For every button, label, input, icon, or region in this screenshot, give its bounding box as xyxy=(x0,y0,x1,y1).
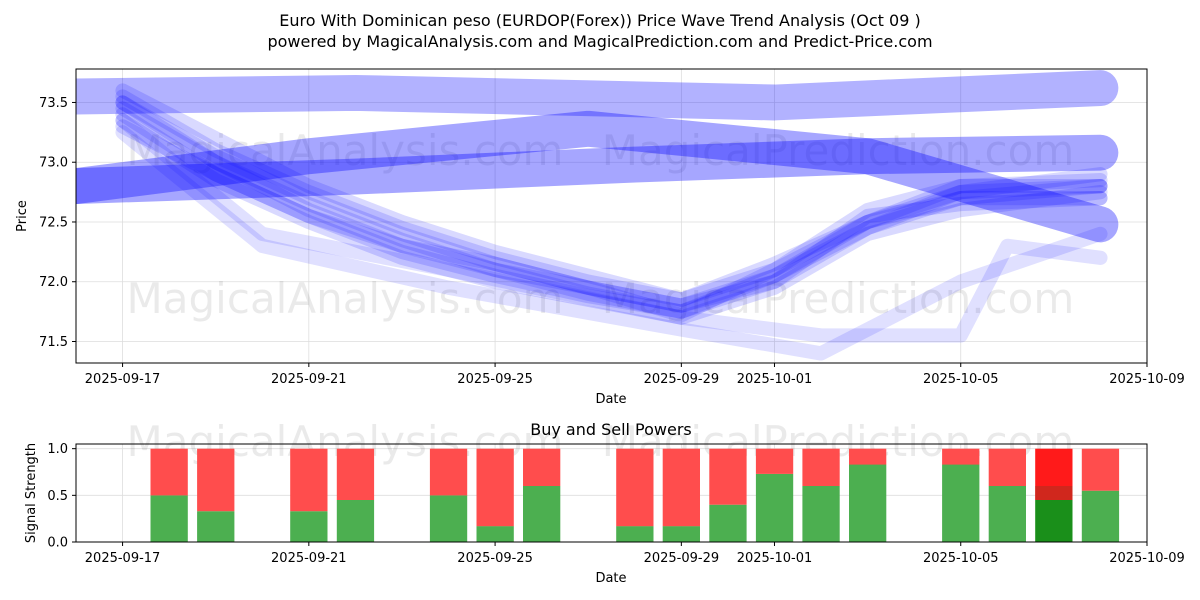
buy-sell-x-ticks: 2025-09-17 2025-09-21 2025-09-25 2025-09-29… xyxy=(85,542,1185,566)
buy-sell-plot-frame xyxy=(75,443,1148,543)
buy-bar xyxy=(709,504,747,542)
price-y-ticks: 71.5 72.0 72.5 73.0 73.5 xyxy=(39,96,76,350)
buy-bar xyxy=(1035,500,1073,542)
buy-sell-x-tick-label: 2025-10-01 xyxy=(737,551,813,566)
buy-bar xyxy=(616,526,654,542)
buy-bar xyxy=(662,526,700,542)
sell-bar xyxy=(662,448,700,527)
price-x-tick-label: 2025-09-17 xyxy=(85,372,161,387)
price-y-tick-label: 73.5 xyxy=(39,96,68,111)
buy-bar xyxy=(290,511,328,542)
buy-bar xyxy=(849,464,887,542)
price-y-tick-label: 72.5 xyxy=(39,215,68,230)
buy-sell-bars xyxy=(150,448,1120,542)
buy-sell-y-tick-label: 0.5 xyxy=(47,489,68,504)
price-wave-plot: MagicalAnalysis.com MagicalPrediction.co… xyxy=(15,68,1185,407)
price-x-tick-label: 2025-10-01 xyxy=(737,372,813,387)
sell-bar xyxy=(476,448,514,527)
price-plot-background xyxy=(76,69,1147,363)
price-x-tick-label: 2025-10-05 xyxy=(923,372,999,387)
price-wave-3 xyxy=(76,134,1119,205)
buy-sell-y-axis-label: Signal Strength xyxy=(24,443,39,543)
buy-sell-plot: Buy and Sell Powers MagicalAnalysis.com … xyxy=(24,417,1185,586)
watermark-analysis-top: MagicalAnalysis.com xyxy=(127,126,564,175)
buy-sell-x-tick-label: 2025-09-17 xyxy=(85,551,161,566)
buy-bar xyxy=(336,500,375,542)
price-wave-9 xyxy=(115,83,1108,307)
watermark-analysis-mid: MagicalAnalysis.com xyxy=(127,274,564,323)
price-wave-4 xyxy=(115,101,1108,323)
buy-bar xyxy=(1081,490,1120,542)
price-x-tick-label: 2025-09-21 xyxy=(271,372,347,387)
sell-bar xyxy=(709,448,747,505)
overlap-band xyxy=(1035,486,1073,500)
price-y-tick-label: 71.5 xyxy=(39,335,68,350)
buy-bar xyxy=(523,486,561,542)
buy-sell-x-tick-label: 2025-10-05 xyxy=(923,551,999,566)
watermark-prediction-mid: MagicalPrediction.com xyxy=(602,274,1075,323)
price-wave-10 xyxy=(115,119,1108,313)
price-x-tick-label: 2025-09-25 xyxy=(457,372,533,387)
buy-bar xyxy=(197,511,235,542)
buy-sell-x-tick-label: 2025-09-21 xyxy=(271,551,347,566)
buy-sell-x-axis-label: Date xyxy=(595,571,626,586)
sell-bar xyxy=(429,448,468,496)
buy-bar xyxy=(755,473,794,542)
price-wave-2 xyxy=(76,110,1119,243)
price-wave-5 xyxy=(115,95,1108,313)
price-wave-1 xyxy=(76,70,1119,121)
sell-bar xyxy=(150,448,188,496)
buy-sell-x-tick-label: 2025-09-29 xyxy=(644,551,720,566)
watermark-prediction-top: MagicalPrediction.com xyxy=(602,126,1075,175)
price-y-tick-label: 73.0 xyxy=(39,156,68,171)
buy-sell-y-tick-label: 0.0 xyxy=(47,536,68,551)
price-grid xyxy=(76,69,1148,363)
price-wave-12 xyxy=(115,113,1108,343)
chart-title: Euro With Dominican peso (EURDOP(Forex))… xyxy=(279,11,920,30)
sell-bar xyxy=(849,448,887,465)
buy-bar xyxy=(429,495,468,542)
buy-bar xyxy=(476,526,514,542)
price-waves xyxy=(76,70,1119,361)
buy-bar xyxy=(988,486,1026,542)
buy-bar xyxy=(942,464,980,542)
sell-bar xyxy=(942,448,980,465)
sell-bar xyxy=(755,448,794,474)
buy-sell-x-tick-label: 2025-10-09 xyxy=(1109,551,1185,566)
price-wave-6 xyxy=(115,107,1108,319)
buy-sell-y-ticks: 0.0 0.5 1.0 xyxy=(47,442,76,551)
price-wave-7 xyxy=(115,89,1108,307)
sell-bar xyxy=(802,448,840,486)
sell-bar xyxy=(336,448,375,500)
buy-sell-y-tick-label: 1.0 xyxy=(47,442,68,457)
price-y-axis-label: Price xyxy=(15,200,30,232)
sell-bar xyxy=(290,448,328,512)
price-wave-13 xyxy=(115,125,1108,361)
buy-sell-x-tick-label: 2025-09-25 xyxy=(457,551,533,566)
chart-subtitle: powered by MagicalAnalysis.com and Magic… xyxy=(267,32,932,51)
buy-sell-title: Buy and Sell Powers xyxy=(530,420,692,439)
price-x-ticks: 2025-09-17 2025-09-21 2025-09-25 2025-09-29… xyxy=(85,363,1185,387)
sell-bar xyxy=(197,448,235,512)
price-y-tick-label: 72.0 xyxy=(39,275,68,290)
price-x-tick-label: 2025-09-29 xyxy=(644,372,720,387)
buy-bar xyxy=(802,486,840,542)
price-x-tick-label: 2025-10-09 xyxy=(1109,372,1185,387)
price-wave-11 xyxy=(115,95,1108,319)
price-wave-8 xyxy=(115,113,1108,325)
sell-bar xyxy=(1081,448,1120,491)
buy-bar xyxy=(150,495,188,542)
price-x-axis-label: Date xyxy=(595,392,626,407)
sell-bar xyxy=(616,448,654,527)
sell-bar xyxy=(988,448,1026,486)
sell-bar xyxy=(523,448,561,486)
price-plot-frame xyxy=(75,68,1148,364)
